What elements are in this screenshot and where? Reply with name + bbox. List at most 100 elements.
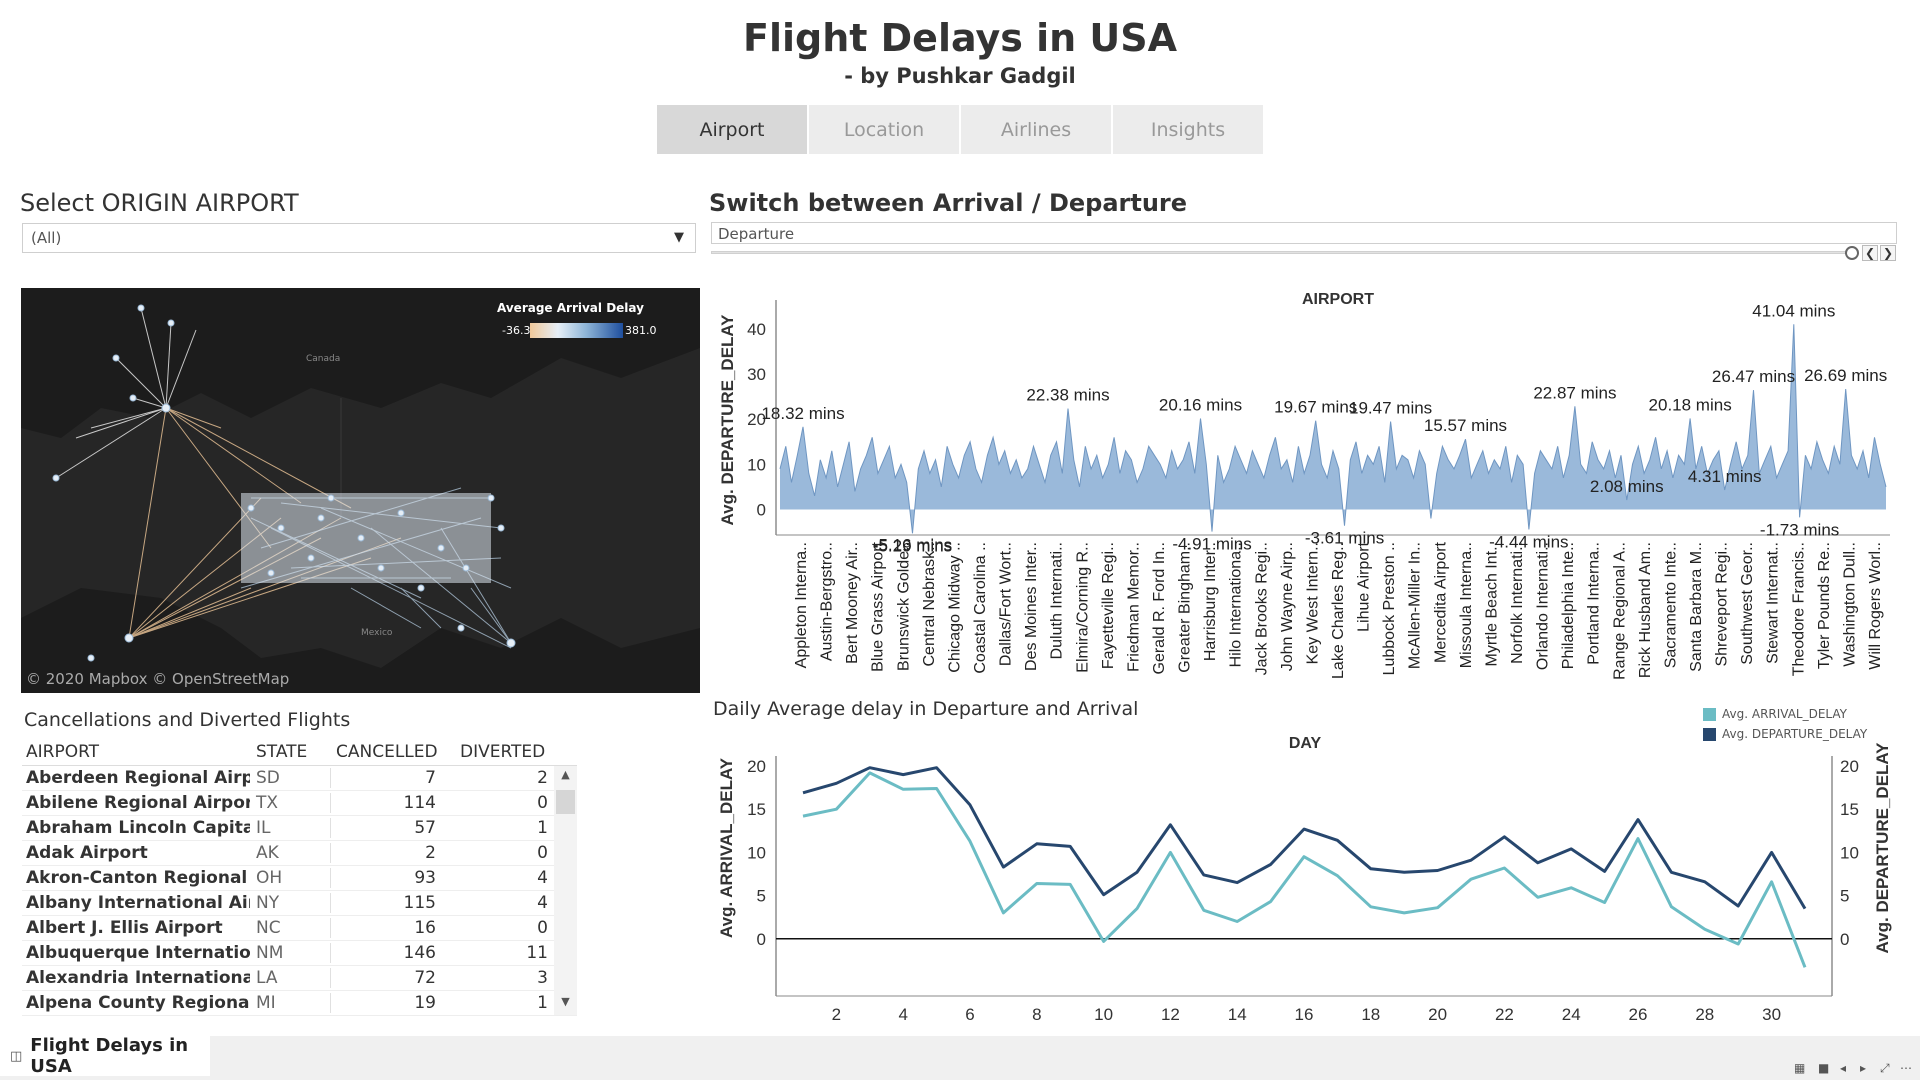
column-header-cancelled[interactable]: CANCELLED [336,742,438,762]
table-row[interactable]: Abilene Regional Airport TX 114 0 [22,791,577,816]
data-label: -1.73 mins [1760,520,1839,539]
table-row[interactable]: Albert J. Ellis Airport NC 16 0 [22,916,577,941]
airport-chart-axes: 0 10 20 30 40 [747,300,1890,536]
previous-icon[interactable]: ❮ [1862,245,1878,261]
x-tick-label: 16 [1295,1005,1314,1022]
state-cell: AK [256,843,279,863]
tab-location[interactable]: Location [809,105,959,154]
fullscreen-icon[interactable]: ⤢ [1880,1061,1890,1075]
table-row[interactable]: Alexandria International .. LA 72 3 [22,966,577,991]
map-label-mexico: Mexico [361,628,393,638]
previous-sheet-icon[interactable]: ◂ [1840,1061,1847,1075]
y-right-tick-label: 15 [1840,800,1859,819]
origin-filter-title: Select ORIGIN AIRPORT [20,189,299,217]
airport-cell: Akron-Canton Regional A.. [26,868,250,888]
scroll-up-icon[interactable]: ▲ [561,768,570,781]
more-icon[interactable]: ⋯ [1900,1061,1912,1075]
x-tick-label: Blue Grass Airport [870,541,887,671]
x-tick-label: Orlando Internati.. [1535,542,1552,670]
data-label: 20.18 mins [1649,395,1732,414]
legend-label-arrival: Avg. ARRIVAL_DELAY [1722,707,1848,721]
data-label: 41.04 mins [1752,301,1835,320]
x-tick-label: Lubbock Preston .. [1381,542,1398,675]
x-tick-label: Philadelphia Inte.. [1560,542,1577,669]
origin-airport-dropdown[interactable]: (All) ▼ [22,223,696,253]
data-label: 19.47 mins [1349,399,1432,418]
cancelled-cell: 2 [330,843,440,863]
x-tick-label: 28 [1695,1005,1714,1022]
next-sheet-icon[interactable]: ▸ [1860,1061,1867,1075]
x-tick-label: Jack Brooks Regi.. [1253,542,1270,675]
daily-delay-chart[interactable]: DAY Avg. ARRIVAL_DELAY Avg. DEPARTURE_DE… [708,712,1898,1022]
x-tick-label: Rick Husband Am.. [1637,542,1654,678]
next-icon[interactable]: ❯ [1880,245,1896,261]
y-right-tick-label: 0 [1840,930,1849,949]
map-credit: © 2020 Mapbox © OpenStreetMap [26,670,290,688]
table-row[interactable]: Adak Airport AK 2 0 [22,841,577,866]
delay-line [779,324,1887,534]
tab-airlines[interactable]: Airlines [961,105,1111,154]
x-tick-label: Bert Mooney Air.. [844,542,861,664]
airport-chart-x-labels: Appleton Interna.. Austin-Bergstro.. Bert … [793,541,1884,679]
legend-swatch-departure [1703,727,1716,741]
x-tick-label: Theodore Francis.. [1790,542,1807,676]
legend-arrival: Avg. ARRIVAL_DELAY [1703,707,1847,721]
chevron-down-icon[interactable]: ▼ [674,230,684,245]
state-cell: OH [256,868,283,888]
table-row[interactable]: Albany International Air.. NY 115 4 [22,891,577,916]
state-cell: MI [256,993,276,1013]
x-tick-label: Fayetteville Regi.. [1100,542,1117,669]
departure-delay-line [802,766,1807,910]
column-header-state[interactable]: STATE [256,742,308,762]
x-tick-label: Tyler Pounds Re.. [1816,542,1833,669]
cancelled-cell: 93 [330,868,440,888]
table-row[interactable]: Alpena County Regional .. MI 19 1 [22,991,577,1016]
airport-cell: Albuquerque Internation.. [26,943,250,963]
arrival-departure-field[interactable]: Departure [711,222,1897,244]
airport-cell: Adak Airport [26,843,148,863]
cancellations-title: Cancellations and Diverted Flights [24,709,351,731]
y-left-tick-label: 5 [757,887,766,906]
column-header-airport[interactable]: AIRPORT [26,742,100,762]
x-tick-label: 12 [1161,1005,1180,1022]
table-row[interactable]: Akron-Canton Regional A.. OH 93 4 [22,866,577,891]
table-row[interactable]: Albuquerque Internation.. NM 146 11 [22,941,577,966]
sheet-tab-label: Flight Delays in USA [30,1035,189,1077]
tab-insights[interactable]: Insights [1113,105,1263,154]
sheet-tab[interactable]: ◫ Flight Delays in USA [0,1035,210,1077]
diverted-cell: 11 [526,943,548,963]
diverted-cell: 4 [537,868,548,888]
scroll-thumb[interactable] [556,790,575,814]
x-tick-label: Friedman Memor.. [1125,542,1142,672]
daily-chart-axis-title: DAY [1289,735,1322,752]
x-tick-label: McAllen-Miller In.. [1407,542,1424,669]
diverted-cell: 3 [537,968,548,988]
arrival-delay-line [802,771,1807,968]
map-legend-title: Average Arrival Delay [497,301,644,315]
airport-chart-annotations: 18.32 mins -5.29 mins 22.38 mins -5.16 mins… [761,301,1887,555]
table-row[interactable]: Aberdeen Regional Airpo.. SD 7 2 [22,766,577,791]
table-scrollbar[interactable]: ▲ ▼ [554,766,577,1015]
x-tick-label: Lihue Airport [1356,541,1373,631]
scroll-down-icon[interactable]: ▼ [561,995,570,1008]
diverted-cell: 4 [537,893,548,913]
arrival-departure-slider-track[interactable] [711,251,1846,254]
column-header-diverted[interactable]: DIVERTED [460,742,546,762]
x-tick-label: 18 [1361,1005,1380,1022]
table-row[interactable]: Abraham Lincoln Capital .. IL 57 1 [22,816,577,841]
data-label: 18.32 mins [761,404,844,423]
flight-route-map[interactable]: Canada Mexico [21,288,700,693]
x-tick-label: Portland Interna.. [1586,542,1603,665]
data-label: -3.61 mins [1305,529,1384,548]
y-tick-label: 30 [747,365,766,384]
tab-airport[interactable]: Airport [657,105,807,154]
slider-handle[interactable] [1845,246,1859,260]
grid-view-icon[interactable]: ▦ [1794,1061,1806,1075]
airport-cell: Albert J. Ellis Airport [26,918,223,938]
filmstrip-icon[interactable]: ■ [1818,1061,1830,1075]
x-tick-label: 2 [832,1005,841,1022]
airport-delay-chart[interactable]: AIRPORT Avg. DEPARTURE_DELAY 0 10 20 30 40 1… [710,280,1900,690]
cancelled-cell: 146 [330,943,440,963]
x-tick-label: Mercedita Airport [1432,541,1449,662]
